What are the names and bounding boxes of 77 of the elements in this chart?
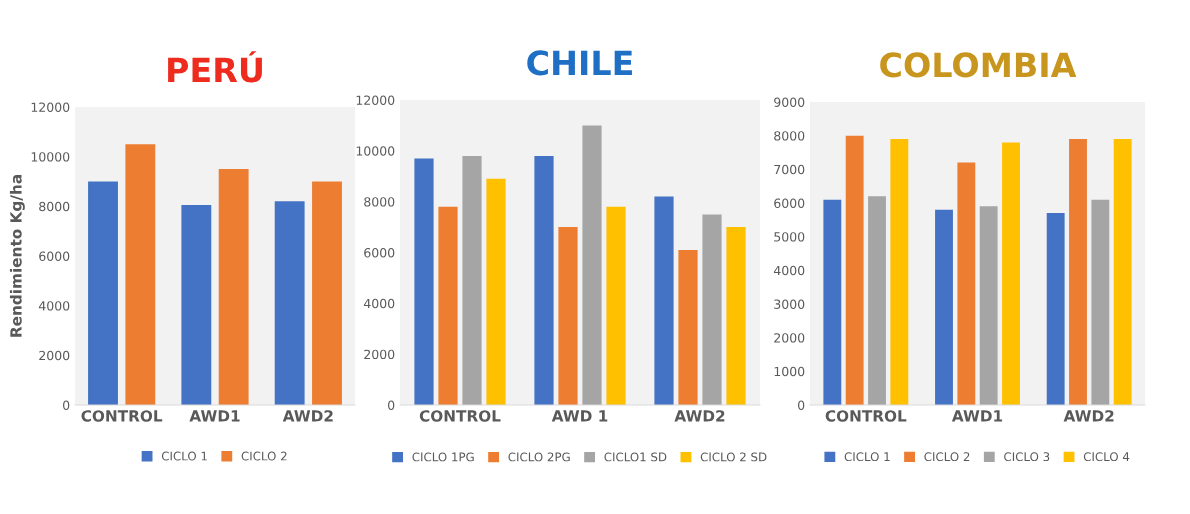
bar	[957, 162, 976, 405]
bar	[890, 139, 909, 405]
bar	[1069, 139, 1087, 405]
y-tick-label: 5000	[774, 232, 805, 242]
y-tick-label: 12000	[31, 102, 70, 112]
chart-title: PERÚ	[168, 51, 262, 83]
legend-label: CICLO1 SD	[604, 452, 667, 462]
legend-label: CICLO 1	[844, 452, 890, 462]
y-tick-label: 4000	[363, 298, 395, 309]
bar	[218, 169, 249, 405]
chart-title: CHILE	[527, 50, 632, 76]
bar	[868, 196, 886, 405]
x-tick-label: CONTROL	[81, 410, 163, 422]
bar	[414, 158, 434, 405]
y-tick-label: 10000	[31, 152, 70, 162]
chart-title: COLOMBIA	[880, 52, 1077, 78]
bar	[534, 155, 554, 405]
bar	[88, 181, 118, 405]
legend-label: CICLO 2	[924, 452, 970, 462]
y-tick-label: 6000	[364, 247, 395, 258]
bar	[181, 205, 212, 405]
y-tick-label: 4000	[38, 301, 70, 311]
bar	[979, 206, 998, 405]
legend-label: CICLO 2 SD	[700, 452, 767, 462]
x-tick-label: AWD 1	[551, 410, 608, 422]
x-tick-label: AWD1	[951, 410, 1003, 422]
bar	[1046, 213, 1065, 405]
legend-label: CICLO 4	[1083, 452, 1130, 462]
x-tick-label: AWD2	[282, 410, 333, 422]
legend-label: CICLO 1PG	[412, 452, 474, 462]
y-tick-label: 4000	[773, 265, 805, 276]
y-tick-label: 0	[63, 400, 70, 410]
bar	[654, 196, 674, 405]
y-tick-label: 7000	[774, 164, 805, 175]
x-tick-label: CONTROL	[825, 410, 907, 422]
bar	[558, 227, 578, 405]
bar	[606, 206, 626, 405]
bar	[1113, 139, 1132, 405]
bar	[438, 206, 458, 405]
bar	[312, 181, 342, 405]
y-tick-label: 2000	[39, 350, 70, 361]
y-tick-label: 12000	[356, 95, 395, 105]
legend-label: CICLO 3	[1004, 452, 1050, 462]
y-tick-label: 8000	[364, 197, 395, 207]
legend-label: CICLO 2	[241, 451, 287, 461]
bar	[125, 144, 156, 405]
bar	[726, 227, 746, 405]
x-tick-label: AWD1	[189, 410, 240, 422]
bar	[823, 199, 842, 405]
y-tick-label: 2000	[774, 333, 805, 343]
x-tick-label: AWD2	[674, 410, 725, 422]
legend-label: CICLO 1	[161, 451, 207, 461]
bar	[274, 201, 305, 405]
y-tick-label: 6000	[39, 251, 70, 261]
y-axis-title: Rendimiento Kg/ha	[9, 175, 25, 337]
x-tick-label: CONTROL	[419, 410, 501, 422]
y-tick-label: 0	[388, 400, 395, 410]
y-tick-label: 3000	[774, 299, 805, 309]
bar	[486, 178, 506, 405]
bar	[702, 214, 722, 405]
y-tick-label: 8000	[39, 201, 70, 212]
y-tick-label: 2000	[364, 349, 395, 360]
bar	[1002, 142, 1020, 405]
y-tick-label: 1000	[774, 366, 805, 377]
y-tick-label: 10000	[356, 146, 395, 156]
bar	[1091, 199, 1110, 405]
legend-label: CICLO 2PG	[508, 452, 570, 462]
y-tick-label: 0	[798, 400, 805, 410]
bar	[462, 155, 482, 405]
y-tick-label: 9000	[774, 97, 805, 107]
y-tick-label: 8000	[774, 131, 805, 141]
bar	[582, 125, 602, 405]
bar	[845, 135, 864, 405]
x-tick-label: AWD2	[1063, 410, 1114, 422]
y-tick-label: 6000	[774, 198, 805, 208]
bar	[678, 249, 698, 405]
bar	[935, 209, 953, 405]
